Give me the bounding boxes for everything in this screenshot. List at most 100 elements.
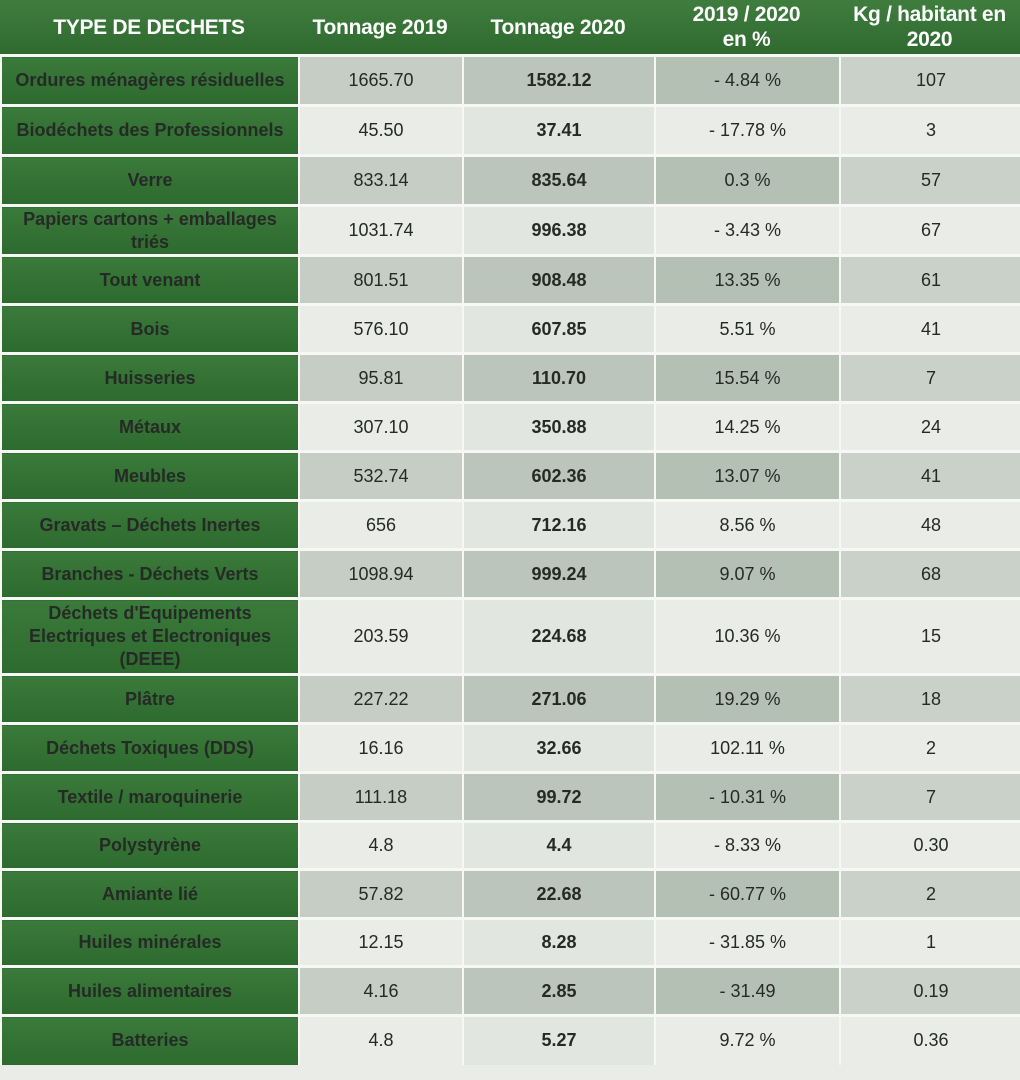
waste-type-cell: Gravats – Déchets Inertes <box>0 499 299 550</box>
tonnage-2020-cell: 908.48 <box>462 254 655 305</box>
tonnage-2020-cell: 350.88 <box>462 401 655 452</box>
tonnage-2020-cell: 224.68 <box>462 597 655 675</box>
tonnage-2020-cell: 607.85 <box>462 303 655 354</box>
header-variation-line1: 2019 / 2020 <box>692 3 801 26</box>
waste-table: Ordures ménagères résiduelles 1665.70 1582… <box>0 54 1020 1065</box>
variation-cell: 10.36 % <box>654 597 840 675</box>
header-variation: 2019 / 2020 en % <box>654 0 839 54</box>
variation-cell: 13.35 % <box>654 254 840 305</box>
tonnage-2019-cell: 656 <box>298 499 463 550</box>
tonnage-2019-cell: 1031.74 <box>298 204 463 256</box>
kg-per-inhabitant-cell: 67 <box>839 204 1020 256</box>
kg-per-inhabitant-cell: 41 <box>839 450 1020 501</box>
tonnage-2019-cell: 12.15 <box>298 917 463 967</box>
waste-type-cell: Textile / maroquinerie <box>0 771 299 822</box>
kg-per-inhabitant-cell: 48 <box>839 499 1020 550</box>
tonnage-2020-cell: 999.24 <box>462 548 655 599</box>
table-row: Polystyrène 4.8 4.4- 8.33 % 0.30 <box>0 820 1020 870</box>
variation-cell: 5.51 % <box>654 303 840 354</box>
tonnage-2020-cell: 32.66 <box>462 722 655 773</box>
table-row: Textile / maroquinerie 111.18 99.72- 10.31… <box>0 771 1020 822</box>
kg-per-inhabitant-cell: 68 <box>839 548 1020 599</box>
waste-type-cell: Bois <box>0 303 299 354</box>
kg-per-inhabitant-cell: 0.19 <box>839 965 1020 1016</box>
variation-cell: - 10.31 % <box>654 771 840 822</box>
table-row: Déchets Toxiques (DDS) 16.16 32.66 102.11 %… <box>0 722 1020 773</box>
tonnage-2020-cell: 1582.12 <box>462 54 655 106</box>
tonnage-2019-cell: 833.14 <box>298 154 463 206</box>
kg-per-inhabitant-cell: 24 <box>839 401 1020 452</box>
table-row: Biodéchets des Professionnels 45.50 37.41-… <box>0 104 1020 156</box>
header-kg-line2: 2020 <box>906 28 953 51</box>
variation-cell: 102.11 % <box>654 722 840 773</box>
tonnage-2019-cell: 16.16 <box>298 722 463 773</box>
table-row: Déchets d'Equipements Electriques et Ele… <box>0 597 1020 675</box>
table-row: Batteries 4.8 5.27 9.72 % 0.36 <box>0 1014 1020 1065</box>
waste-type-cell: Métaux <box>0 401 299 452</box>
waste-type-cell: Huiles alimentaires <box>0 965 299 1016</box>
kg-per-inhabitant-cell: 7 <box>839 771 1020 822</box>
table-header: TYPE DE DECHETS Tonnage 2019 Tonnage 202… <box>0 0 1020 54</box>
table-row: Branches - Déchets Verts 1098.94 999.24 9.0… <box>0 548 1020 599</box>
table-row: Plâtre 227.22 271.06 19.29 % 18 <box>0 673 1020 724</box>
tonnage-2019-cell: 801.51 <box>298 254 463 305</box>
variation-cell: 15.54 % <box>654 352 840 403</box>
tonnage-2020-cell: 835.64 <box>462 154 655 206</box>
kg-per-inhabitant-cell: 18 <box>839 673 1020 724</box>
variation-cell: - 31.85 % <box>654 917 840 967</box>
tonnage-2019-cell: 576.10 <box>298 303 463 354</box>
variation-cell: 8.56 % <box>654 499 840 550</box>
tonnage-2019-cell: 203.59 <box>298 597 463 675</box>
table-row: Gravats – Déchets Inertes 656 712.16 8.56 %… <box>0 499 1020 550</box>
variation-cell: 13.07 % <box>654 450 840 501</box>
tonnage-2019-cell: 227.22 <box>298 673 463 724</box>
table-row: Huiles alimentaires 4.16 2.85- 31.49 0.19 <box>0 965 1020 1016</box>
waste-type-cell: Meubles <box>0 450 299 501</box>
kg-per-inhabitant-cell: 107 <box>839 54 1020 106</box>
waste-type-cell: Huisseries <box>0 352 299 403</box>
table-row: Huiles minérales 12.15 8.28- 31.85 % 1 <box>0 917 1020 967</box>
waste-type-cell: Biodéchets des Professionnels <box>0 104 299 156</box>
tonnage-2019-cell: 4.8 <box>298 1014 463 1065</box>
tonnage-2020-cell: 271.06 <box>462 673 655 724</box>
variation-cell: 0.3 % <box>654 154 840 206</box>
waste-type-cell: Plâtre <box>0 673 299 724</box>
tonnage-2019-cell: 307.10 <box>298 401 463 452</box>
waste-type-cell: Polystyrène <box>0 820 299 870</box>
header-kg-per-inhabitant: Kg / habitant en 2020 <box>839 0 1020 54</box>
waste-type-cell: Tout venant <box>0 254 299 305</box>
tonnage-2020-cell: 712.16 <box>462 499 655 550</box>
kg-per-inhabitant-cell: 0.36 <box>839 1014 1020 1065</box>
waste-type-cell: Déchets d'Equipements Electriques et Ele… <box>0 597 299 675</box>
tonnage-2019-cell: 1098.94 <box>298 548 463 599</box>
table-row: Amiante lié 57.82 22.68- 60.77 % 2 <box>0 868 1020 919</box>
kg-per-inhabitant-cell: 0.30 <box>839 820 1020 870</box>
tonnage-2019-cell: 111.18 <box>298 771 463 822</box>
waste-type-cell: Ordures ménagères résiduelles <box>0 54 299 106</box>
table-row: Meubles 532.74 602.36 13.07 % 41 <box>0 450 1020 501</box>
kg-per-inhabitant-cell: 1 <box>839 917 1020 967</box>
table-row: Huisseries 95.81 110.70 15.54 % 7 <box>0 352 1020 403</box>
tonnage-2020-cell: 37.41 <box>462 104 655 156</box>
table-row: Papiers cartons + emballages triés 1031.7… <box>0 204 1020 256</box>
tonnage-2020-cell: 5.27 <box>462 1014 655 1065</box>
kg-per-inhabitant-cell: 15 <box>839 597 1020 675</box>
table-row: Tout venant 801.51 908.48 13.35 % 61 <box>0 254 1020 305</box>
variation-cell: 14.25 % <box>654 401 840 452</box>
variation-cell: - 8.33 % <box>654 820 840 870</box>
variation-cell: 9.07 % <box>654 548 840 599</box>
tonnage-2019-cell: 45.50 <box>298 104 463 156</box>
tonnage-2019-cell: 95.81 <box>298 352 463 403</box>
header-type: TYPE DE DECHETS <box>53 15 245 39</box>
header-tonnage-2019: Tonnage 2019 <box>312 15 448 39</box>
kg-per-inhabitant-cell: 2 <box>839 722 1020 773</box>
waste-type-cell: Batteries <box>0 1014 299 1065</box>
tonnage-2020-cell: 2.85 <box>462 965 655 1016</box>
tonnage-2020-cell: 8.28 <box>462 917 655 967</box>
waste-type-cell: Déchets Toxiques (DDS) <box>0 722 299 773</box>
table-body: Ordures ménagères résiduelles 1665.70 1582… <box>0 54 1020 1065</box>
tonnage-2020-cell: 602.36 <box>462 450 655 501</box>
kg-per-inhabitant-cell: 41 <box>839 303 1020 354</box>
waste-type-cell: Verre <box>0 154 299 206</box>
